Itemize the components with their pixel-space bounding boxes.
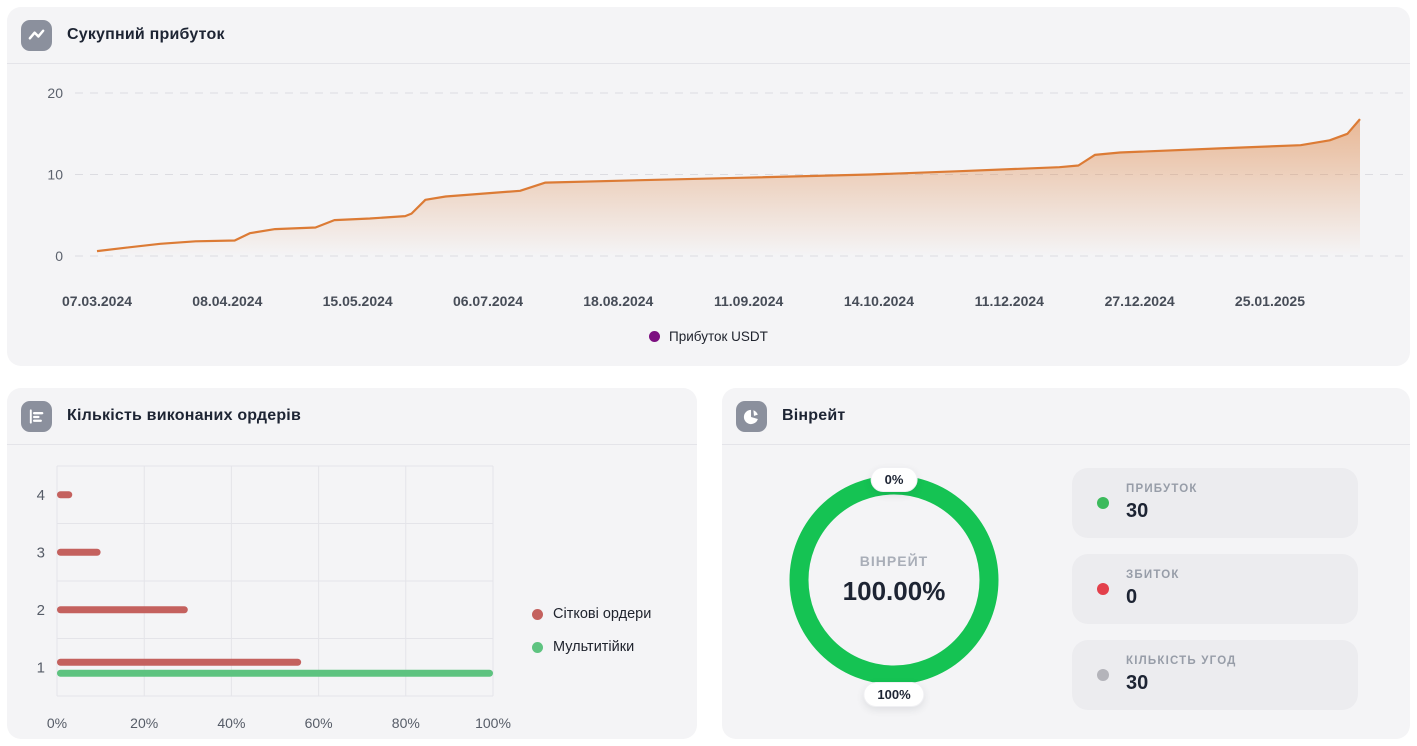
panel-executed-orders: Кількість виконаних ордерів 0% 20% 40% 60% 8… bbox=[7, 388, 697, 739]
x-axis-tick: 06.07.2024 bbox=[452, 293, 524, 309]
y-axis-tick: 10 bbox=[47, 167, 63, 183]
y-axis-category: 2 bbox=[37, 602, 45, 619]
stat-card-profit: ПРИБУТОК 30 bbox=[1072, 468, 1358, 538]
bar-grid-orders bbox=[57, 658, 302, 666]
y-axis-tick: 20 bbox=[47, 85, 63, 101]
stat-card-loss: ЗБИТОК 0 bbox=[1072, 554, 1358, 624]
x-axis-tick: 18.08.2024 bbox=[583, 293, 654, 309]
y-axis-tick: 0 bbox=[55, 248, 63, 264]
x-axis-tick: 07.03.2024 bbox=[61, 293, 133, 309]
y-axis-category: 1 bbox=[37, 659, 45, 676]
x-axis-tick: 27.12.2024 bbox=[1104, 293, 1175, 309]
stat-label: ЗБИТОК bbox=[1126, 569, 1180, 581]
status-dot-icon bbox=[1097, 583, 1109, 595]
legend-dot-icon bbox=[532, 608, 543, 620]
x-axis-tick: 100% bbox=[475, 715, 511, 731]
line-chart-icon bbox=[21, 19, 52, 51]
stat-value: 30 bbox=[1126, 672, 1149, 694]
stat-label: ПРИБУТОК bbox=[1126, 483, 1198, 495]
panel-header: Вінрейт bbox=[722, 388, 1410, 445]
legend-dot-icon bbox=[649, 331, 661, 342]
bar-grid-orders bbox=[57, 606, 188, 614]
profit-area-chart: 20 10 0 bbox=[47, 85, 1403, 264]
legend-item[interactable]: Мультитійки bbox=[532, 639, 651, 655]
legend-item[interactable]: Сіткові ордери bbox=[532, 606, 651, 622]
winrate-donut: ВІНРЕЙТ 100.00% 0% 100% bbox=[784, 467, 1004, 707]
panel-header: Сукупний прибуток bbox=[7, 7, 1410, 64]
panel-header: Кількість виконаних ордерів bbox=[7, 388, 697, 445]
stat-value: 0 bbox=[1126, 586, 1138, 608]
legend-label: Сіткові ордери bbox=[553, 606, 652, 622]
x-axis-tick: 60% bbox=[305, 715, 333, 731]
x-axis-tick: 20% bbox=[130, 715, 158, 731]
legend-item[interactable]: Прибуток USDT bbox=[649, 329, 768, 344]
x-axis-tick: 25.01.2025 bbox=[1234, 293, 1306, 309]
y-axis-category: 3 bbox=[37, 544, 45, 561]
bar-chart-icon bbox=[21, 400, 52, 432]
bar-grid-orders bbox=[57, 491, 73, 499]
panel-title: Кількість виконаних ордерів bbox=[67, 407, 301, 424]
stat-value: 30 bbox=[1126, 500, 1149, 522]
panel-winrate: Вінрейт ВІНРЕЙТ 100.00% 0% 100% ПРИБУТОК… bbox=[722, 388, 1410, 739]
x-axis-tick: 11.09.2024 bbox=[713, 293, 784, 309]
legend-label: Прибуток USDT bbox=[669, 329, 768, 344]
x-axis-tick: 0% bbox=[47, 715, 67, 731]
x-axis-tick: 14.10.2024 bbox=[843, 293, 915, 309]
orders-bar-chart: 0% 20% 40% 60% 80% 100% 4 3 2 1 bbox=[37, 465, 511, 731]
legend-dot-icon bbox=[532, 641, 543, 653]
panel-title: Вінрейт bbox=[782, 407, 846, 424]
stat-card-trades-count: КІЛЬКІСТЬ УГОД 30 bbox=[1072, 640, 1358, 710]
x-axis-tick: 11.12.2024 bbox=[974, 293, 1044, 309]
area-fill bbox=[97, 119, 1360, 256]
ring-badge-hundred: 100% bbox=[863, 682, 925, 707]
x-axis-tick: 15.05.2024 bbox=[322, 293, 393, 309]
profit-line bbox=[96, 118, 1361, 253]
panel-title: Сукупний прибуток bbox=[67, 26, 225, 43]
x-axis-tick: 40% bbox=[217, 715, 245, 731]
orders-legend: Сіткові ордери Мультитійки bbox=[532, 606, 651, 655]
ring-badge-zero: 0% bbox=[870, 467, 918, 492]
y-axis-category: 4 bbox=[37, 487, 45, 504]
stat-label: КІЛЬКІСТЬ УГОД bbox=[1126, 655, 1237, 667]
status-dot-icon bbox=[1097, 669, 1109, 681]
status-dot-icon bbox=[1097, 497, 1109, 509]
profit-legend: Прибуток USDT bbox=[7, 329, 1410, 344]
legend-label: Мультитійки bbox=[553, 639, 635, 655]
x-axis-tick: 08.04.2024 bbox=[192, 293, 263, 309]
winrate-center-label: ВІНРЕЙТ bbox=[859, 553, 929, 569]
bar-grid-orders bbox=[57, 548, 101, 556]
winrate-center: ВІНРЕЙТ 100.00% bbox=[784, 470, 1004, 690]
pie-chart-icon bbox=[736, 400, 767, 432]
x-axis-tick: 80% bbox=[392, 715, 420, 731]
x-axis-labels: 07.03.2024 08.04.2024 15.05.2024 06.07.2024… bbox=[7, 293, 1410, 311]
bar-multitakes bbox=[57, 669, 493, 677]
winrate-center-value: 100.00% bbox=[842, 576, 946, 606]
winrate-stats: ПРИБУТОК 30 ЗБИТОК 0 КІЛЬКІСТЬ УГОД bbox=[1072, 468, 1358, 710]
panel-cumulative-profit: Сукупний прибуток 20 10 0 07.03.2024 08.04.… bbox=[7, 7, 1410, 366]
